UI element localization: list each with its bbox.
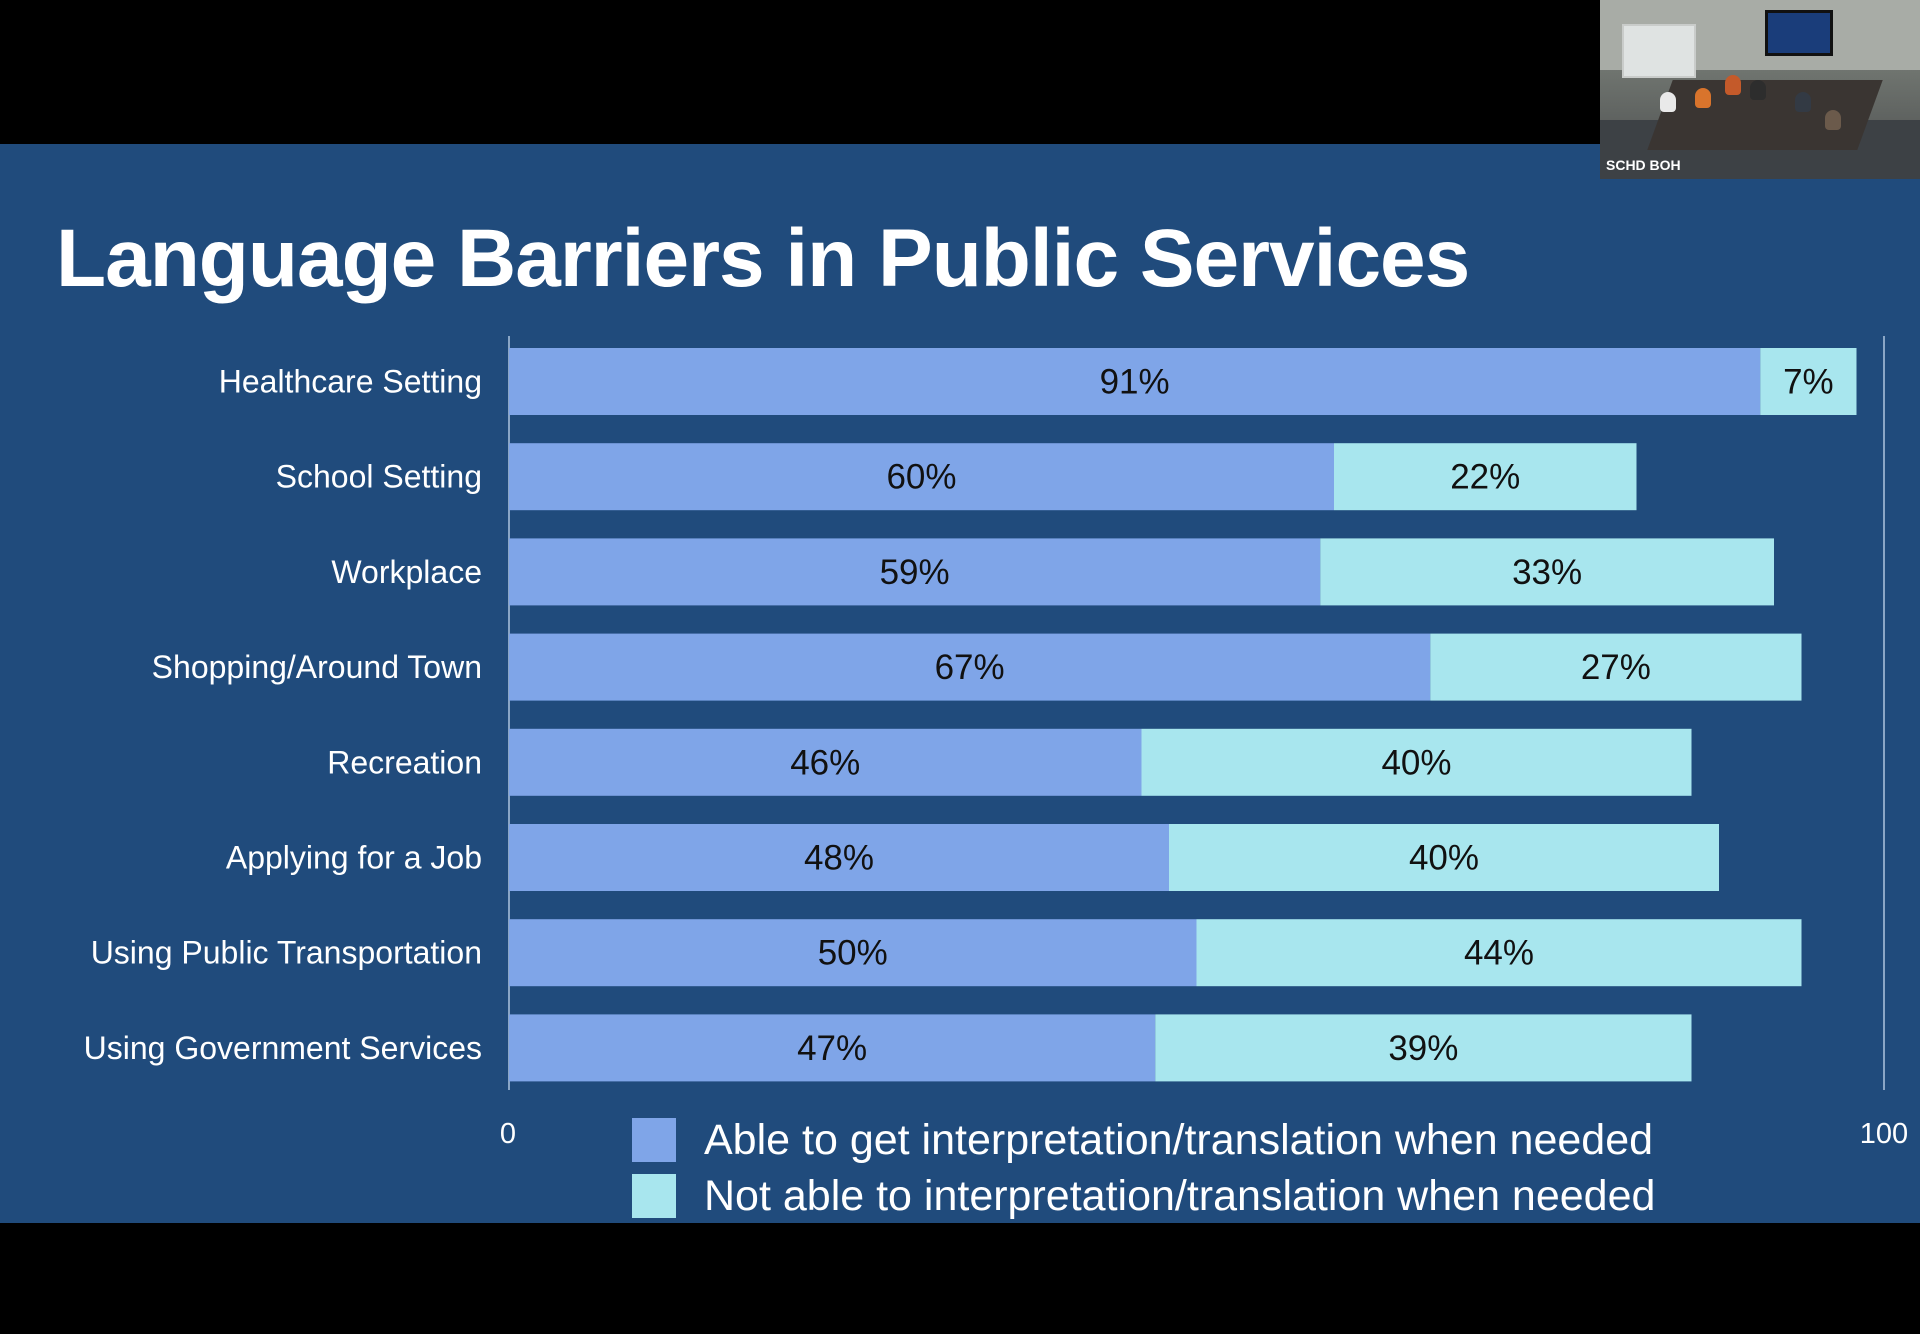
bar-able-using-public-transportation: [509, 919, 1197, 987]
bar-able-shopping-around-town: [509, 633, 1431, 701]
bar-able-applying-for-a-job: [509, 824, 1169, 891]
bar-value-label: 40%: [1409, 839, 1479, 878]
bar-not-able-workplace: [1320, 538, 1774, 606]
bar-value-label: 67%: [935, 648, 1005, 687]
camera-person: [1825, 110, 1841, 130]
bar-value-label: 44%: [1464, 934, 1534, 973]
bar-value-label: 59%: [880, 553, 950, 592]
category-label-workplace: Workplace: [331, 554, 482, 590]
category-label-recreation: Recreation: [327, 744, 482, 780]
bars-group: Healthcare Setting 91% 7% School Setting 60%…: [84, 348, 1857, 1082]
camera-screen: [1765, 10, 1833, 56]
bar-value-label: 7%: [1783, 363, 1834, 402]
bar-value-label: 47%: [797, 1029, 867, 1068]
bar-not-able-recreation: [1141, 728, 1692, 796]
camera-person: [1695, 88, 1711, 108]
bar-not-able-healthcare-setting: [1760, 348, 1857, 415]
bar-value-label: 50%: [818, 934, 888, 973]
category-label-using-public-transportation: Using Public Transportation: [91, 935, 482, 971]
bar-value-label: 22%: [1450, 458, 1520, 497]
bar-able-using-government-services: [509, 1014, 1156, 1082]
bar-able-healthcare-setting: [509, 348, 1761, 415]
x-tick-label-max: 100: [1860, 1118, 1908, 1150]
camera-person: [1725, 75, 1741, 95]
bar-not-able-applying-for-a-job: [1169, 824, 1719, 891]
bar-value-label: 91%: [1100, 363, 1170, 402]
bar-value-label: 46%: [790, 743, 860, 782]
bar-not-able-using-public-transportation: [1196, 919, 1802, 987]
camera-label: SCHD BOH: [1606, 157, 1681, 173]
camera-whiteboard: [1622, 24, 1696, 78]
bar-value-label: 39%: [1388, 1029, 1458, 1068]
slide-title: Language Barriers in Public Services: [56, 213, 1470, 304]
camera-person: [1795, 92, 1811, 112]
camera-person: [1660, 92, 1676, 112]
bar-value-label: 48%: [804, 839, 874, 878]
legend-swatch-not-able: [632, 1174, 676, 1218]
legend-label-not-able: Not able to interpretation/translation w…: [704, 1172, 1656, 1220]
category-label-applying-for-a-job: Applying for a Job: [226, 840, 482, 876]
x-tick-label-min: 0: [500, 1118, 516, 1150]
video-thumbnail[interactable]: SCHD BOH: [1600, 0, 1920, 179]
bar-value-label: 60%: [886, 458, 956, 497]
bar-not-able-using-government-services: [1155, 1014, 1692, 1082]
bar-value-label: 33%: [1512, 553, 1582, 592]
bar-not-able-school-setting: [1334, 443, 1637, 511]
camera-person: [1750, 80, 1766, 100]
legend-label-able: Able to get interpretation/translation w…: [704, 1116, 1654, 1164]
bar-not-able-shopping-around-town: [1430, 633, 1802, 701]
bar-value-label: 27%: [1581, 648, 1651, 687]
category-label-healthcare-setting: Healthcare Setting: [219, 364, 482, 400]
category-label-using-government-services: Using Government Services: [84, 1030, 482, 1066]
bar-value-label: 40%: [1381, 743, 1451, 782]
bar-able-recreation: [509, 728, 1142, 796]
bar-able-workplace: [509, 538, 1321, 606]
legend-swatch-able: [632, 1118, 676, 1162]
bar-able-school-setting: [509, 443, 1334, 511]
category-label-shopping-around-town: Shopping/Around Town: [152, 649, 482, 685]
category-label-school-setting: School Setting: [276, 459, 482, 495]
